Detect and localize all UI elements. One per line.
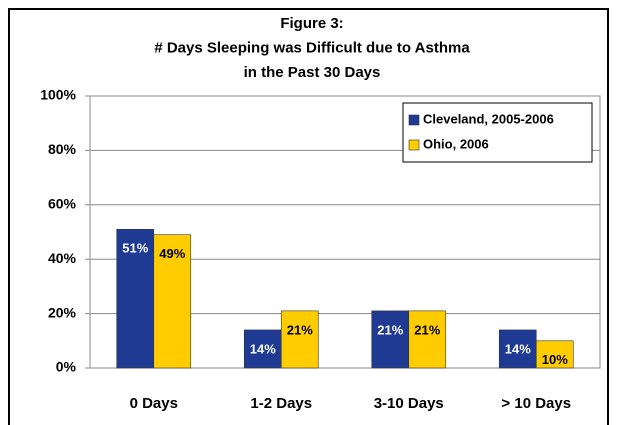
chart-title: # Days Sleeping was Difficult due to Ast… <box>154 39 470 56</box>
y-tick-label: 100% <box>40 87 76 103</box>
bar <box>371 310 410 369</box>
bar <box>116 228 155 369</box>
y-tick-label: 20% <box>48 304 77 320</box>
data-label: 10% <box>542 352 568 367</box>
y-tick-label: 80% <box>48 141 77 157</box>
data-label: 21% <box>377 322 403 337</box>
data-label: 14% <box>250 341 276 356</box>
legend-swatch <box>408 139 420 151</box>
y-tick-label: 40% <box>48 250 77 266</box>
data-label: 51% <box>122 241 148 256</box>
data-label: 14% <box>505 341 531 356</box>
bar <box>243 329 282 369</box>
chart-title: Figure 3: <box>280 15 343 32</box>
y-tick-label: 60% <box>48 196 77 212</box>
x-tick-label: > 10 Days <box>501 395 571 412</box>
bar <box>535 340 574 369</box>
data-label: 21% <box>414 322 440 337</box>
data-label: 49% <box>159 246 185 261</box>
x-tick-label: 0 Days <box>130 395 178 412</box>
data-label: 21% <box>287 322 313 337</box>
x-tick-label: 1-2 Days <box>250 395 312 412</box>
bar <box>498 329 537 369</box>
bar <box>280 310 319 369</box>
legend-swatch <box>408 114 420 126</box>
legend-label: Ohio, 2006 <box>423 136 489 151</box>
y-tick-label: 0% <box>56 359 77 375</box>
bar <box>153 234 192 369</box>
legend-box <box>402 102 593 163</box>
legend-label: Cleveland, 2005-2006 <box>423 111 554 126</box>
x-tick-label: 3-10 Days <box>374 395 444 412</box>
chart-title: in the Past 30 Days <box>244 64 381 81</box>
bar <box>408 310 447 369</box>
